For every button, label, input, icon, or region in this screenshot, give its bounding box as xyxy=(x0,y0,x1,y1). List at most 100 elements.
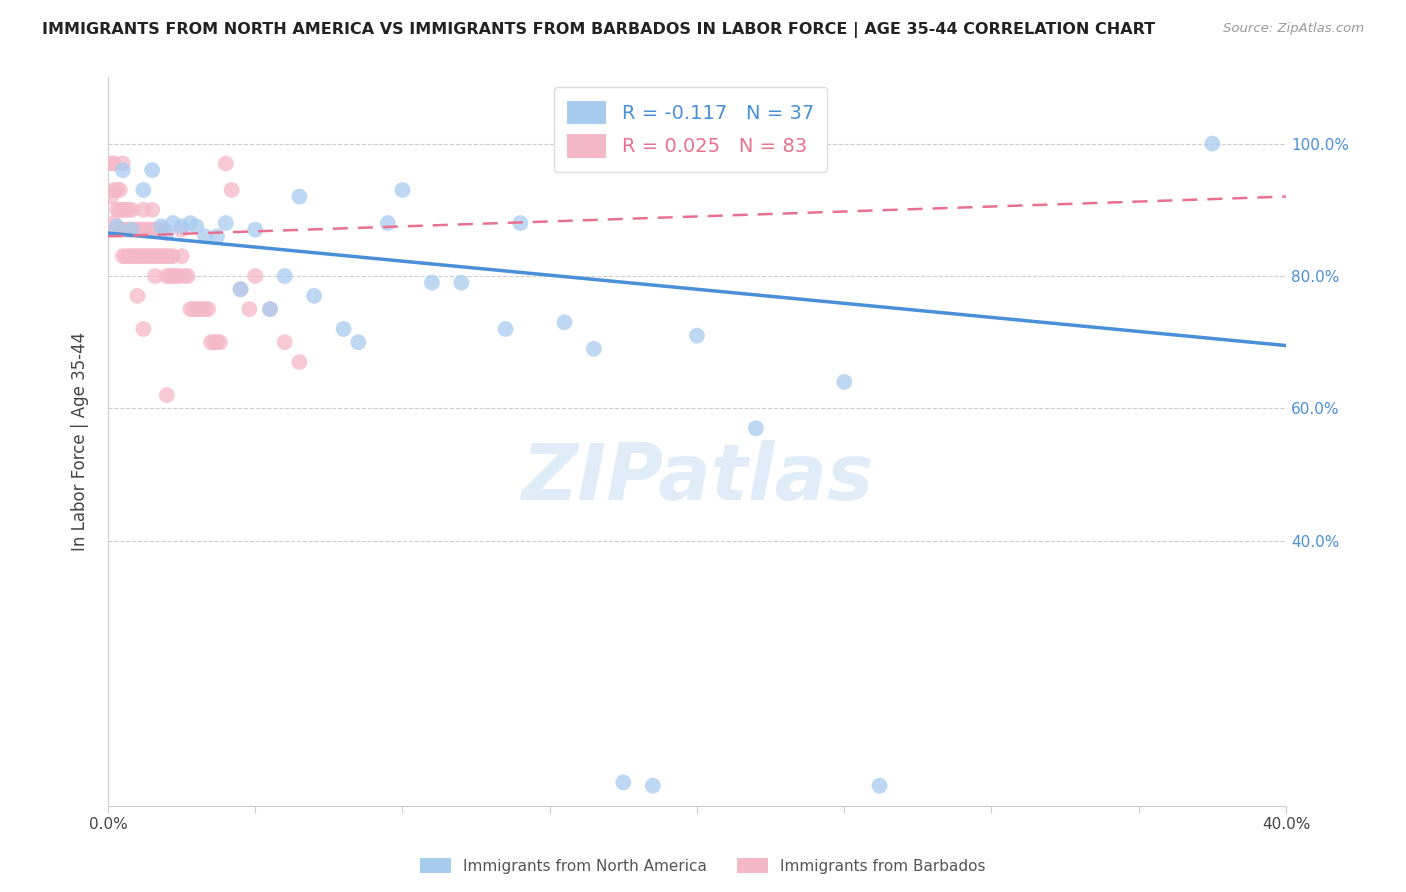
Point xyxy=(179,302,201,317)
Point xyxy=(108,223,131,237)
Point xyxy=(138,249,160,263)
Legend: R = -0.117   N = 37, R = 0.025   N = 83: R = -0.117 N = 37, R = 0.025 N = 83 xyxy=(554,87,828,171)
Point xyxy=(200,335,222,350)
Point xyxy=(124,223,146,237)
Point xyxy=(132,249,155,263)
Point xyxy=(391,183,413,197)
Point xyxy=(186,302,208,317)
Point xyxy=(117,223,139,237)
Point xyxy=(170,219,193,234)
Point xyxy=(197,302,219,317)
Point xyxy=(141,249,163,263)
Y-axis label: In Labor Force | Age 35-44: In Labor Force | Age 35-44 xyxy=(72,332,89,551)
Point xyxy=(117,202,139,217)
Point xyxy=(377,216,399,230)
Point xyxy=(205,335,228,350)
Point xyxy=(141,163,163,178)
Point xyxy=(141,223,163,237)
Point xyxy=(127,223,149,237)
Point xyxy=(170,249,193,263)
Point xyxy=(495,322,517,336)
Legend: Immigrants from North America, Immigrants from Barbados: Immigrants from North America, Immigrant… xyxy=(415,852,991,880)
Point xyxy=(153,223,176,237)
Point xyxy=(1201,136,1223,151)
Point xyxy=(146,249,169,263)
Point xyxy=(105,223,128,237)
Point xyxy=(347,335,370,350)
Point xyxy=(105,219,128,234)
Point xyxy=(121,223,143,237)
Point xyxy=(156,249,179,263)
Point xyxy=(162,268,184,283)
Point xyxy=(173,268,195,283)
Point xyxy=(156,226,179,240)
Point xyxy=(156,388,179,402)
Point xyxy=(105,202,128,217)
Point xyxy=(153,249,176,263)
Point xyxy=(103,156,125,170)
Point xyxy=(132,322,155,336)
Point xyxy=(205,229,228,244)
Point xyxy=(156,268,179,283)
Point xyxy=(191,302,214,317)
Point xyxy=(229,282,252,296)
Point xyxy=(582,342,605,356)
Point xyxy=(194,229,217,244)
Point xyxy=(111,202,134,217)
Text: IMMIGRANTS FROM NORTH AMERICA VS IMMIGRANTS FROM BARBADOS IN LABOR FORCE | AGE 3: IMMIGRANTS FROM NORTH AMERICA VS IMMIGRA… xyxy=(42,22,1156,38)
Point xyxy=(186,219,208,234)
Point xyxy=(117,249,139,263)
Point xyxy=(127,289,149,303)
Point xyxy=(509,216,531,230)
Point xyxy=(108,183,131,197)
Point xyxy=(215,216,238,230)
Point xyxy=(143,223,166,237)
Point xyxy=(159,249,181,263)
Point xyxy=(143,249,166,263)
Point xyxy=(238,302,260,317)
Point xyxy=(202,335,225,350)
Point xyxy=(288,189,311,203)
Point xyxy=(114,223,136,237)
Point xyxy=(114,202,136,217)
Point xyxy=(132,183,155,197)
Point xyxy=(159,268,181,283)
Point xyxy=(745,421,768,435)
Point xyxy=(259,302,281,317)
Point xyxy=(111,156,134,170)
Point xyxy=(105,183,128,197)
Point xyxy=(288,355,311,369)
Point xyxy=(121,249,143,263)
Point xyxy=(188,302,211,317)
Point xyxy=(127,249,149,263)
Point xyxy=(167,268,190,283)
Point xyxy=(450,276,472,290)
Point xyxy=(165,268,187,283)
Point xyxy=(141,202,163,217)
Point xyxy=(146,223,169,237)
Point xyxy=(273,335,295,350)
Point xyxy=(869,779,891,793)
Point xyxy=(135,223,157,237)
Point xyxy=(121,223,143,237)
Point xyxy=(245,223,267,237)
Point xyxy=(332,322,354,336)
Point xyxy=(150,249,173,263)
Point xyxy=(194,302,217,317)
Point xyxy=(103,183,125,197)
Point xyxy=(132,202,155,217)
Point xyxy=(129,223,152,237)
Point xyxy=(150,219,173,234)
Point xyxy=(215,156,238,170)
Point xyxy=(179,216,201,230)
Point xyxy=(208,335,231,350)
Point xyxy=(100,189,122,203)
Point xyxy=(420,276,443,290)
Point xyxy=(273,268,295,283)
Point xyxy=(686,328,709,343)
Point xyxy=(170,223,193,237)
Point xyxy=(612,775,634,789)
Point xyxy=(114,249,136,263)
Point xyxy=(132,223,155,237)
Point xyxy=(176,268,198,283)
